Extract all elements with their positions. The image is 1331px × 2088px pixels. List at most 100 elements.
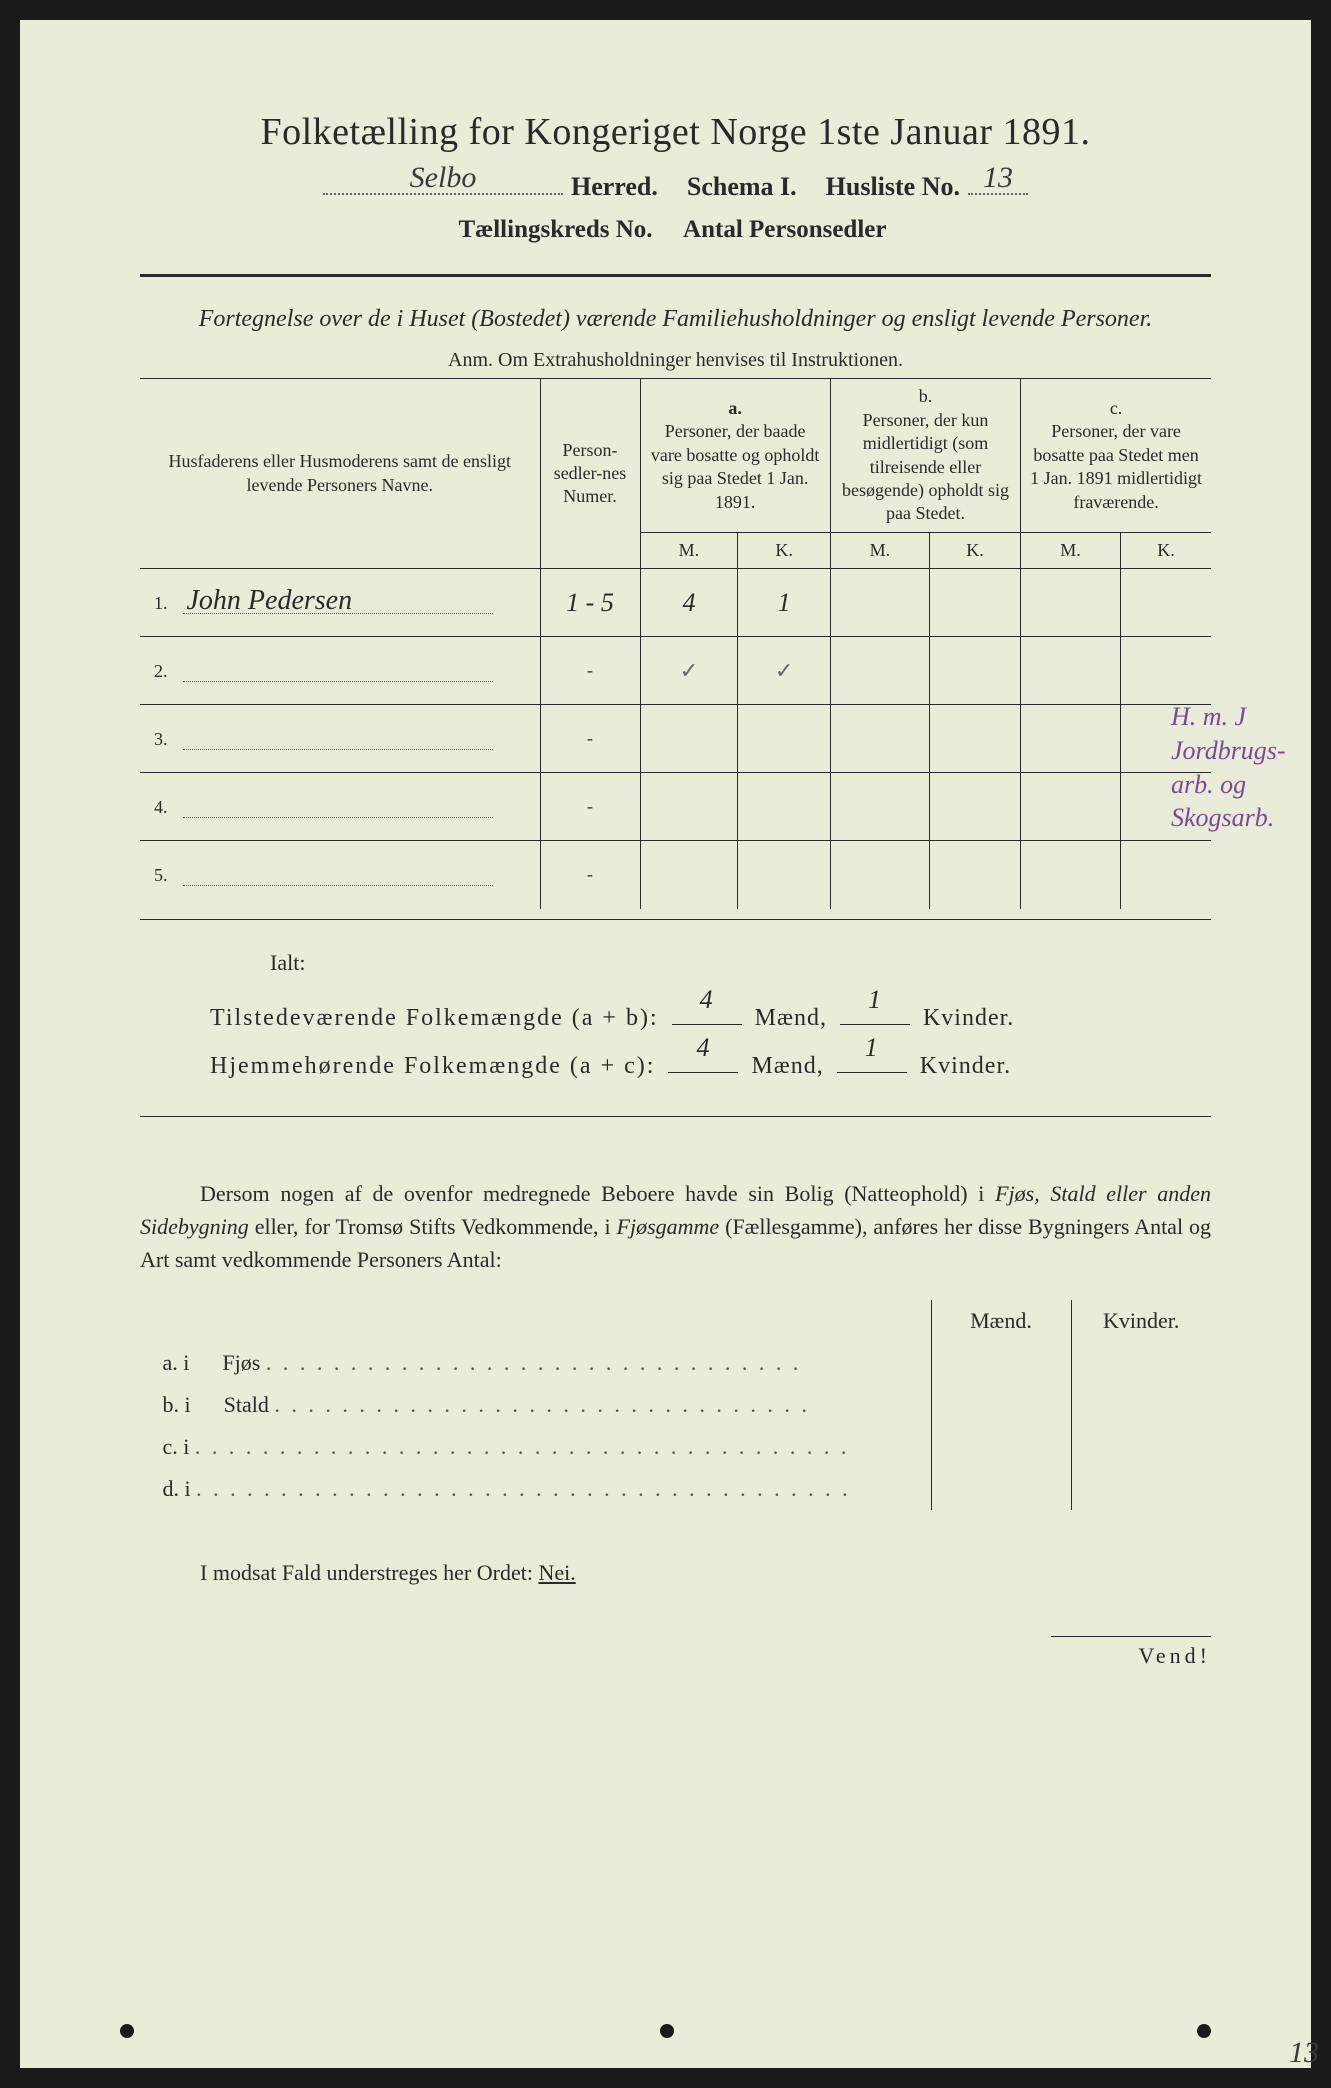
kvinder-label: Kvinder. [923,1005,1014,1031]
b-k-cell [929,773,1020,841]
name-line [183,796,493,818]
building-paragraph: Dersom nogen af de ovenfor medregnede Be… [140,1177,1211,1276]
building-table: Mænd. Kvinder. a. i Fjøs . . . . . . . .… [140,1300,1211,1510]
col-a-text: Personer, der baade vare bosatte og opho… [649,420,822,514]
bldg-m-cell [931,1468,1071,1510]
bldg-label-cell: d. i . . . . . . . . . . . . . . . . . .… [140,1468,931,1510]
bldg-m-cell [931,1342,1071,1384]
main-table: Husfaderens eller Husmoderens samt de en… [140,378,1211,908]
a-m-cell [640,705,738,773]
total2-label: Hjemmehørende Folkemængde (a + c): [210,1053,655,1079]
total2-k: 1 [837,1022,907,1074]
bldg-maend-header: Mænd. [931,1300,1071,1342]
total2-k-field: 1 [837,1049,907,1073]
husliste-label: Husliste No. [826,172,960,202]
bldg-m-cell [931,1384,1071,1426]
header-line-1: Selbo Herred. Schema I. Husliste No. 13 [140,172,1211,202]
total1-m: 4 [672,974,742,1026]
c-k-cell [1120,841,1211,909]
a-m-cell: 4 [640,569,738,637]
bldg-type: Stald [224,1392,269,1417]
col-a-header: a. Personer, der baade vare bosatte og o… [640,379,830,532]
divider-2 [140,1116,1211,1117]
col-c-label: c. [1029,397,1203,420]
a-m-value: 4 [682,588,695,617]
a-k-cell [738,705,830,773]
totals-block: Tilstedeværende Folkemængde (a + b): 4 M… [210,994,1211,1090]
name-cell: 1. John Pedersen [140,569,540,637]
name-line [183,864,493,886]
a-k-cell [738,841,830,909]
check-mark: ✓ [680,658,698,683]
punch-hole-icon [660,2024,674,2038]
col-c-m: M. [1021,532,1121,568]
a-m-cell: ✓ [640,637,738,705]
a-k-value: 1 [778,588,791,617]
modsat-nei: Nei. [538,1560,575,1585]
c-m-cell [1021,637,1121,705]
main-title: Folketælling for Kongeriget Norge 1ste J… [140,110,1211,154]
margin-annotation: H. m. J Jordbrugs- arb. og Skogsarb. [1171,700,1291,835]
para-3: eller, for Tromsø Stifts Vedkommende, i [249,1214,617,1239]
c-m-cell [1021,841,1121,909]
maend-label: Mænd, [755,1005,827,1031]
numer-cell: - [540,637,640,705]
kvinder-label: Kvinder. [920,1053,1011,1079]
name-cell: 2. [140,637,540,705]
c-m-cell [1021,773,1121,841]
name-line [183,660,493,682]
b-m-cell [830,637,929,705]
col-a-label: a. [649,397,822,420]
bldg-kvinder-header: Kvinder. [1071,1300,1211,1342]
col-name-header: Husfaderens eller Husmoderens samt de en… [140,379,540,569]
fortegnelse-heading: Fortegnelse over de i Huset (Bostedet) v… [140,303,1211,335]
c-m-cell [1021,569,1121,637]
col-name-text: Husfaderens eller Husmoderens samt de en… [169,451,511,494]
total2-m: 4 [668,1022,738,1074]
herred-value: Selbo [323,161,563,195]
name-cell: 5. [140,841,540,909]
c-m-cell [1021,705,1121,773]
row-num: 2. [154,661,178,682]
b-m-cell [830,569,929,637]
b-m-cell [830,841,929,909]
col-b-k: K. [929,532,1020,568]
a-m-cell [640,841,738,909]
maend-label: Mænd, [751,1053,823,1079]
husliste-value: 13 [968,161,1028,195]
table-row: 2. - ✓ ✓ [140,637,1211,705]
bldg-k-cell [1071,1384,1211,1426]
b-k-cell [929,569,1020,637]
vend-label: Vend! [1051,1636,1211,1669]
b-k-cell [929,705,1020,773]
c-k-cell [1120,637,1211,705]
c-k-cell [1120,569,1211,637]
punch-hole-icon [120,2024,134,2038]
divider-1 [140,274,1211,277]
dots-fill: . . . . . . . . . . . . . . . . . . . . … [266,1350,802,1375]
total1-k: 1 [840,974,910,1026]
table-row: 1. John Pedersen 1 - 5 4 1 [140,569,1211,637]
dots-fill: . . . . . . . . . . . . . . . . . . . . … [274,1392,810,1417]
table-row: 3. - [140,705,1211,773]
total-line-2: Hjemmehørende Folkemængde (a + c): 4 Mæn… [210,1042,1211,1090]
table-body: 1. John Pedersen 1 - 5 4 1 2. - [140,569,1211,909]
numer-cell: - [540,773,640,841]
para-4: Fjøsgamme [617,1214,720,1239]
name-cell: 4. [140,773,540,841]
col-b-header: b. Personer, der kun midlertidigt (som t… [830,379,1020,532]
col-numer-header: Person-sedler-nes Numer. [540,379,640,569]
dots-fill: . . . . . . . . . . . . . . . . . . . . … [196,1476,851,1501]
antal-value: 5 [892,2036,1331,2070]
bldg-label-cell: c. i . . . . . . . . . . . . . . . . . .… [140,1426,931,1468]
para-1: Dersom nogen af de ovenfor medregnede Be… [200,1181,995,1206]
bldg-letter: b. i [163,1392,191,1417]
name-value: John Pedersen [187,585,353,617]
kreds-label: Tællingskreds No. [459,216,653,244]
col-c-k: K. [1120,532,1211,568]
col-c-text: Personer, der vare bosatte paa Stedet me… [1029,420,1203,514]
numer-cell: - [540,705,640,773]
bldg-k-cell [1071,1468,1211,1510]
a-m-cell [640,773,738,841]
modsat-pre: I modsat Fald understreges her Ordet: [200,1560,538,1585]
